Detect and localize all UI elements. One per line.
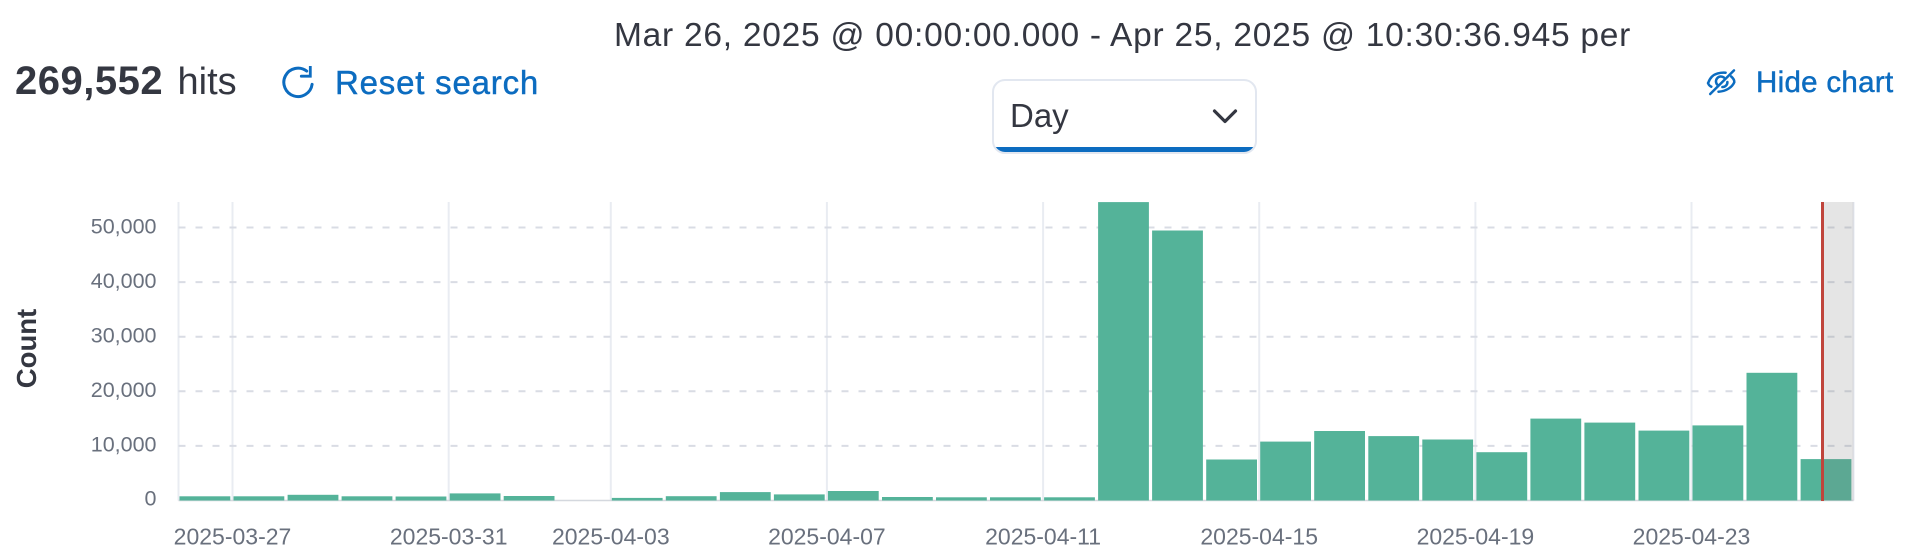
svg-text:2025-04-11: 2025-04-11 — [985, 524, 1101, 550]
svg-text:20,000: 20,000 — [91, 378, 157, 402]
svg-text:2025-03-27: 2025-03-27 — [174, 524, 292, 550]
svg-text:40,000: 40,000 — [91, 269, 157, 293]
svg-text:2025-04-23: 2025-04-23 — [1633, 524, 1751, 550]
svg-text:50,000: 50,000 — [91, 214, 157, 238]
svg-text:10,000: 10,000 — [91, 433, 157, 457]
svg-text:2025-04-03: 2025-04-03 — [552, 524, 670, 550]
svg-text:Count: Count — [11, 309, 42, 388]
svg-text:2025-04-07: 2025-04-07 — [768, 524, 886, 550]
svg-text:2025-04-19: 2025-04-19 — [1417, 524, 1535, 550]
svg-text:2025-04-15: 2025-04-15 — [1200, 524, 1318, 550]
svg-text:2025-03-31: 2025-03-31 — [390, 524, 508, 550]
svg-text:30,000: 30,000 — [91, 324, 157, 348]
svg-text:0: 0 — [145, 486, 157, 510]
